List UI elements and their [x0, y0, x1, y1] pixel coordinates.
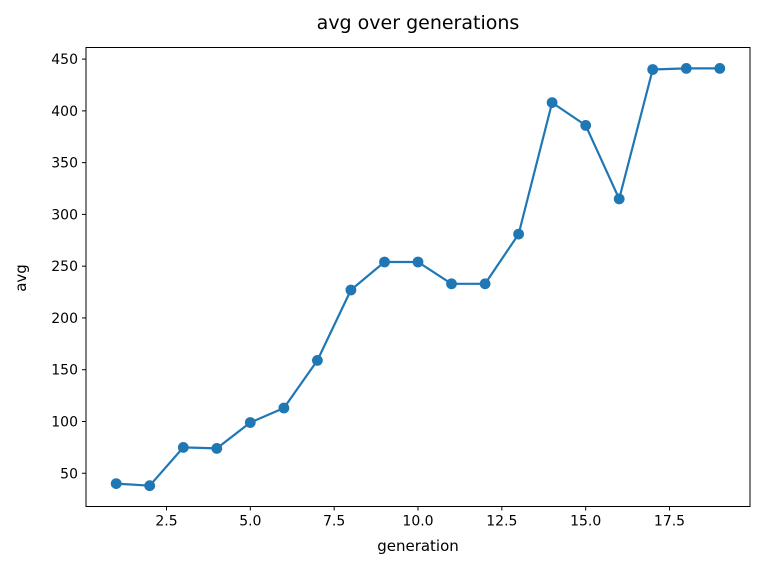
y-tick-label: 150 — [51, 363, 78, 379]
y-tick-label: 400 — [51, 104, 78, 120]
data-point-marker — [546, 97, 558, 108]
y-tick-label: 350 — [51, 156, 78, 172]
data-point-marker — [278, 402, 290, 414]
y-tick-label: 50 — [60, 466, 78, 482]
y-axis-label: avg — [12, 264, 30, 292]
x-tick-label: 15.0 — [570, 514, 601, 530]
data-point-marker — [211, 443, 223, 454]
data-point-marker — [647, 64, 659, 75]
y-tick-label: 300 — [51, 207, 78, 223]
plot-frame — [85, 47, 751, 507]
x-axis-label: generation — [377, 537, 459, 555]
data-point-marker — [177, 442, 189, 453]
chart-title: avg over generations — [316, 12, 520, 34]
data-point-marker — [580, 120, 592, 131]
data-point-marker — [144, 480, 156, 492]
data-point-marker — [513, 228, 524, 240]
data-point-marker — [479, 278, 491, 290]
y-tick-label: 450 — [51, 52, 78, 68]
data-point-marker — [379, 256, 390, 268]
y-tick-label: 200 — [51, 311, 78, 327]
data-point-marker — [613, 193, 625, 205]
data-point-marker — [345, 284, 357, 296]
x-tick-label: 17.5 — [654, 514, 685, 530]
data-point-marker — [446, 278, 457, 290]
data-point-marker — [714, 63, 726, 74]
data-point-marker — [110, 478, 122, 489]
data-point-marker — [244, 417, 256, 428]
x-tick-label: 7.5 — [323, 514, 345, 530]
y-tick-label: 250 — [51, 259, 78, 275]
data-point-marker — [412, 256, 424, 268]
data-point-marker — [312, 355, 323, 366]
x-tick-label: 2.5 — [155, 514, 177, 530]
x-tick-label: 5.0 — [239, 514, 261, 530]
y-tick-label: 100 — [51, 414, 78, 430]
data-point-marker — [680, 63, 692, 74]
x-tick-label: 12.5 — [486, 514, 517, 530]
x-tick-label: 10.0 — [402, 514, 433, 530]
